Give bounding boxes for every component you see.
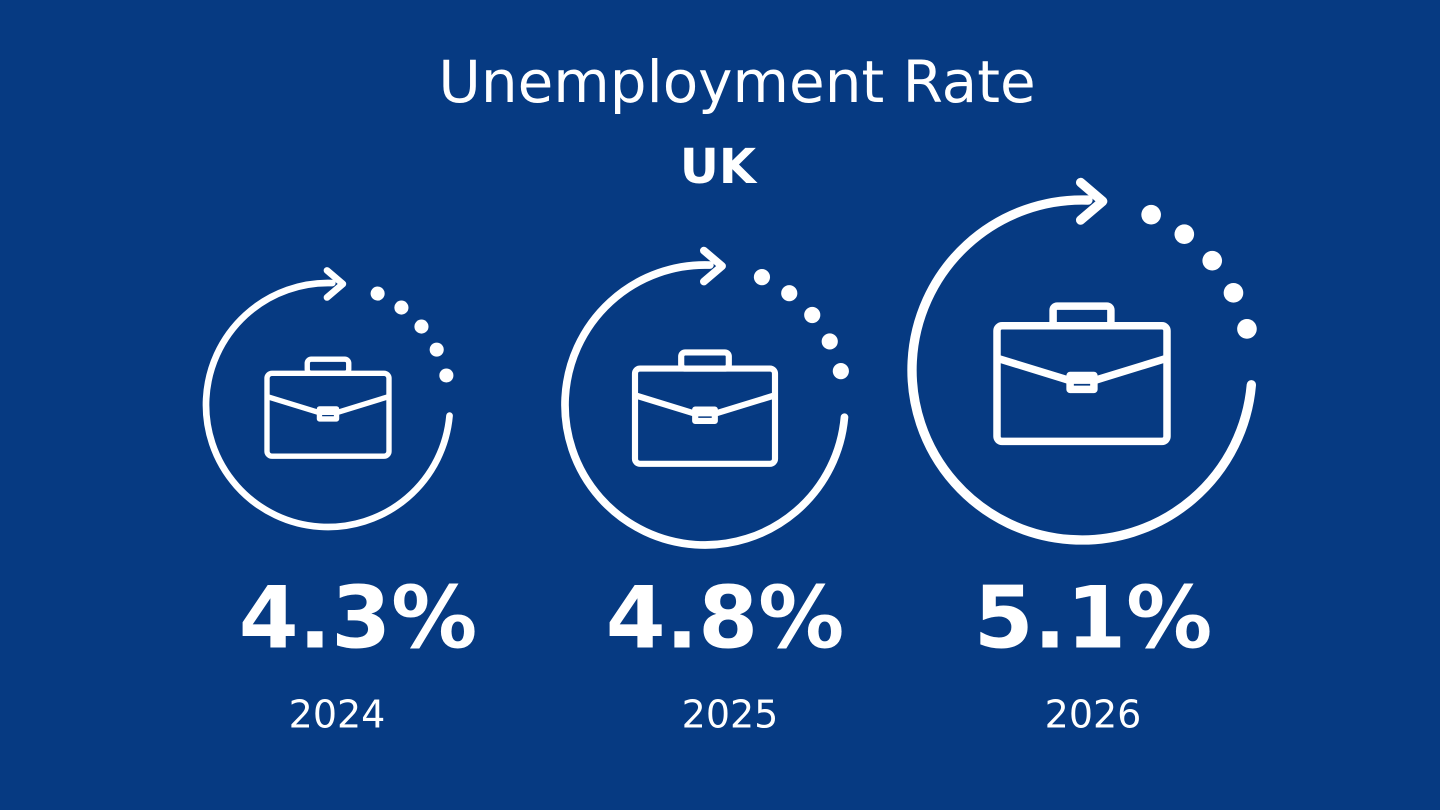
cycle-dot bbox=[1223, 283, 1244, 303]
briefcase-clasp bbox=[316, 406, 340, 422]
briefcase-body bbox=[264, 370, 392, 459]
rate-value: 5.1% bbox=[974, 568, 1213, 668]
cycle-dot bbox=[1202, 250, 1223, 271]
cycle-dot bbox=[1237, 319, 1257, 339]
briefcase-clasp bbox=[1066, 371, 1098, 394]
cycle-dot bbox=[394, 300, 409, 315]
rate-year: 2025 bbox=[682, 693, 779, 737]
rate-value: 4.3% bbox=[239, 568, 478, 668]
briefcase-body bbox=[993, 322, 1171, 446]
cycle-dot bbox=[781, 285, 798, 302]
title: Unemployment Rate bbox=[438, 48, 1035, 116]
subtitle: UK bbox=[680, 139, 758, 195]
cycle-dot bbox=[439, 368, 454, 383]
cycle-dot bbox=[370, 286, 385, 301]
cycle-arrowhead bbox=[1075, 177, 1108, 225]
briefcase-flap bbox=[266, 393, 390, 415]
briefcase-body bbox=[631, 365, 779, 467]
rate-value: 4.8% bbox=[606, 568, 845, 668]
briefcase-flap bbox=[634, 392, 776, 417]
rate-year: 2024 bbox=[289, 693, 386, 737]
cycle-dot bbox=[821, 333, 838, 350]
cycle-dot bbox=[429, 342, 444, 357]
cycle-arrowhead bbox=[323, 267, 347, 301]
cycle-dot bbox=[832, 363, 849, 380]
cycle-arc bbox=[561, 261, 849, 549]
rate-year: 2026 bbox=[1045, 693, 1142, 737]
rate-card: 4.3% 2024 bbox=[202, 267, 478, 737]
briefcase-flap bbox=[995, 354, 1169, 384]
cycle-dot bbox=[753, 269, 771, 286]
rate-card: 5.1% 2026 bbox=[907, 177, 1257, 737]
cycle-dot bbox=[1174, 224, 1195, 245]
cycle-arc bbox=[907, 195, 1257, 545]
cycle-arrowhead bbox=[700, 246, 726, 286]
rate-card: 4.8% 2025 bbox=[561, 246, 849, 737]
cycle-dot bbox=[414, 319, 429, 334]
cycle-dot bbox=[1141, 204, 1161, 225]
briefcase-clasp bbox=[692, 406, 718, 425]
cycle-dot bbox=[804, 306, 821, 324]
cycle-arc bbox=[202, 279, 453, 531]
